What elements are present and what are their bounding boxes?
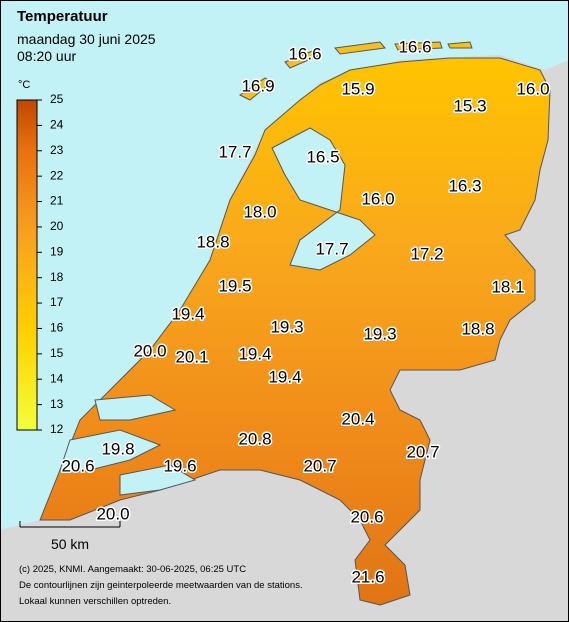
station-temperature: 20.8 bbox=[238, 429, 271, 448]
station-temperature: 20.0 bbox=[96, 504, 129, 523]
station-temperature: 16.3 bbox=[448, 176, 481, 195]
footer-note: (c) 2025, KNMI. Aangemaakt: 30-06-2025, … bbox=[19, 564, 246, 575]
legend-tick-label: 21 bbox=[50, 194, 64, 208]
station-temperature: 16.9 bbox=[241, 76, 274, 95]
legend-tick-label: 12 bbox=[50, 422, 64, 436]
station-temperature: 21.6 bbox=[351, 567, 384, 586]
station-temperature: 20.1 bbox=[175, 347, 208, 366]
station-temperature: 17.7 bbox=[218, 142, 251, 161]
station-temperature: 18.8 bbox=[196, 232, 229, 251]
station-temperature: 17.7 bbox=[315, 239, 348, 258]
legend-tick-label: 25 bbox=[50, 92, 64, 106]
colorbar bbox=[16, 99, 38, 431]
station-temperature: 17.2 bbox=[410, 244, 443, 263]
station-temperature: 20.6 bbox=[350, 507, 383, 526]
station-temperature: 20.7 bbox=[406, 442, 439, 461]
station-temperature: 19.3 bbox=[270, 317, 303, 336]
station-temperature: 20.4 bbox=[341, 409, 374, 428]
legend-tick-label: 14 bbox=[50, 371, 64, 385]
station-temperature: 19.3 bbox=[363, 324, 396, 343]
footer-note: De contourlijnen zijn geinterpoleerde me… bbox=[19, 580, 303, 591]
station-temperature: 16.0 bbox=[516, 79, 549, 98]
legend-tick-label: 23 bbox=[50, 143, 64, 157]
legend-tick-label: 20 bbox=[50, 219, 64, 233]
station-temperature: 19.6 bbox=[163, 456, 196, 475]
station-temperature: 20.6 bbox=[61, 456, 94, 475]
legend-tick-label: 19 bbox=[50, 244, 64, 258]
station-temperature: 19.4 bbox=[171, 304, 204, 323]
station-temperature: 18.0 bbox=[243, 202, 276, 221]
title: Temperatuur bbox=[17, 8, 108, 25]
sea bbox=[0, 0, 569, 530]
station-temperature: 15.9 bbox=[341, 79, 374, 98]
station-temperature: 18.8 bbox=[461, 319, 494, 338]
station-temperature: 19.4 bbox=[238, 344, 271, 363]
station-temperature: 19.8 bbox=[101, 439, 134, 458]
legend-unit: °C bbox=[18, 79, 30, 91]
wadden-islands bbox=[239, 41, 473, 101]
legend-tick-label: 24 bbox=[50, 118, 64, 132]
legend-tick-label: 17 bbox=[50, 295, 64, 309]
legend-tick-label: 16 bbox=[50, 321, 64, 335]
station-temperature: 16.0 bbox=[361, 189, 394, 208]
legend-tick-label: 18 bbox=[50, 270, 64, 284]
ijsselmeer bbox=[271, 127, 376, 271]
scale-label: 50 km bbox=[51, 536, 89, 552]
station-temperature: 19.5 bbox=[218, 276, 251, 295]
legend-tick-label: 13 bbox=[50, 397, 64, 411]
date: maandag 30 juni 2025 bbox=[17, 31, 156, 47]
station-temperature: 16.6 bbox=[398, 37, 431, 56]
legend-tick-label: 22 bbox=[50, 168, 64, 182]
station-temperature: 16.5 bbox=[306, 147, 339, 166]
station-temperature: 20.0 bbox=[133, 341, 166, 360]
station-temperature: 16.6 bbox=[288, 44, 321, 63]
station-temperature: 19.4 bbox=[268, 367, 301, 386]
station-temperature: 15.3 bbox=[453, 96, 486, 115]
time: 08:20 uur bbox=[17, 48, 76, 64]
footer-note: Lokaal kunnen verschillen optreden. bbox=[19, 596, 171, 607]
zeeland-water bbox=[59, 394, 197, 496]
legend-tick-label: 15 bbox=[50, 346, 64, 360]
station-temperature: 18.1 bbox=[491, 277, 524, 296]
station-temperature: 20.7 bbox=[303, 456, 336, 475]
